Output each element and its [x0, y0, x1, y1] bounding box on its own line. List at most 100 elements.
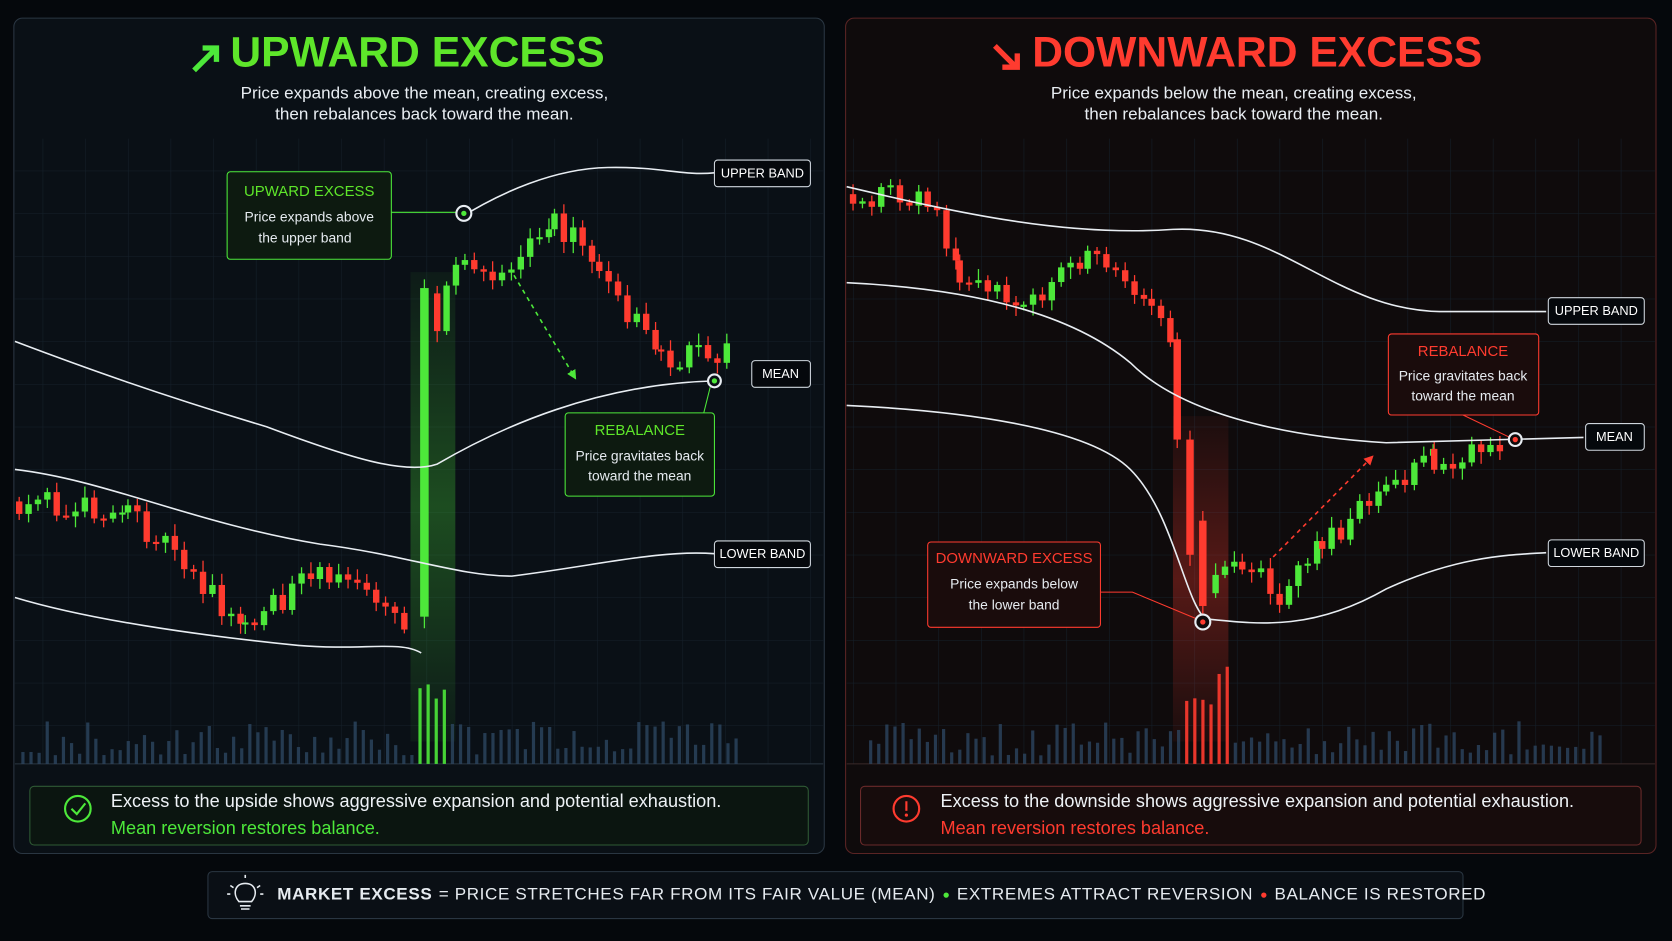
volume-bar: [653, 726, 657, 764]
candle-body: [545, 229, 553, 238]
candle-body: [1468, 444, 1475, 463]
volume-bar: [142, 735, 147, 764]
candle-body: [633, 313, 641, 323]
candle-body: [1365, 500, 1373, 506]
volume-bar: [1549, 745, 1553, 764]
volume-bar: [175, 730, 179, 764]
candle-body: [1221, 566, 1229, 575]
volume-bar: [280, 729, 284, 764]
candle-body: [1212, 574, 1219, 594]
volume-bar: [1557, 746, 1562, 764]
volume-bar: [1598, 735, 1602, 764]
candle-body: [652, 329, 659, 350]
excess-glow: [410, 272, 456, 742]
volume-bar: [304, 752, 309, 764]
candle-body: [1459, 462, 1466, 469]
candle-body: [570, 227, 577, 242]
volume-bar: [1347, 726, 1351, 764]
candle-body: [382, 602, 389, 607]
candle-body: [1140, 294, 1148, 299]
candle-body: [526, 238, 534, 257]
volume-bar: [386, 733, 390, 764]
footer-label: MARKET EXCESS: [277, 885, 432, 904]
volume-bar: [61, 736, 66, 764]
volume-bar: [1152, 739, 1156, 764]
volume-bar: [1533, 745, 1537, 764]
candle-body: [1328, 527, 1335, 549]
volume-bar: [321, 752, 325, 764]
candle-body: [1319, 541, 1326, 549]
volume-bar: [475, 754, 479, 764]
callout-text: toward the mean: [588, 468, 691, 484]
volume-bar: [950, 752, 954, 764]
candle-body: [933, 207, 941, 211]
candle-body: [433, 293, 441, 332]
title: DOWNWARD EXCESS: [1032, 29, 1482, 77]
volume-bar: [1209, 704, 1213, 764]
candle-body: [1048, 282, 1056, 301]
volume-bar: [726, 743, 730, 764]
bulb-icon: [227, 874, 264, 910]
volume-bar: [29, 751, 33, 764]
candle-body: [943, 210, 950, 249]
candle-body: [517, 256, 524, 270]
volume-bar: [734, 738, 738, 764]
volume-bar: [1031, 730, 1035, 764]
candle-body: [1347, 518, 1354, 540]
candle-body: [1257, 568, 1265, 573]
volume-bar: [1201, 699, 1205, 764]
candle-body: [1295, 565, 1302, 586]
volume-bar: [669, 737, 673, 764]
volume-bar: [966, 733, 970, 764]
connector: [1462, 414, 1511, 438]
candle-body: [1012, 302, 1020, 306]
callout-title: DOWNWARD EXCESS: [936, 550, 1093, 567]
candle-body: [72, 511, 79, 517]
candle-body: [1067, 262, 1074, 268]
volume-bar: [1363, 745, 1367, 764]
candle-body: [1231, 561, 1238, 567]
volume-bar: [21, 752, 25, 764]
candle-body: [190, 569, 197, 572]
volume-bar: [1452, 732, 1456, 764]
connector: [1100, 591, 1197, 620]
candle-body: [119, 512, 126, 515]
volume-bar: [467, 726, 471, 764]
candle-body: [579, 227, 586, 246]
candle-body: [100, 518, 107, 521]
candle-body: [1431, 448, 1438, 470]
candle-body: [1093, 250, 1101, 255]
volume-bar: [37, 752, 41, 764]
volume-bar: [1420, 725, 1424, 764]
callout-title: REBALANCE: [1418, 343, 1508, 360]
volume-bar: [1493, 732, 1497, 764]
volume-bar: [1071, 723, 1075, 764]
candle-body: [1411, 462, 1418, 485]
volume-bar: [693, 744, 698, 764]
candle-body: [1167, 318, 1174, 343]
candle-body: [1103, 254, 1110, 268]
volume-bar: [1339, 743, 1343, 764]
volume-bar: [621, 749, 625, 764]
candle-body: [1148, 298, 1155, 306]
volume-bar: [410, 755, 414, 764]
note-highlight: Mean reversion restores balance.: [941, 818, 1210, 838]
volume-bar: [1185, 700, 1189, 764]
volume-bar: [677, 726, 681, 764]
candle-body: [53, 492, 60, 516]
candle-body: [723, 343, 731, 363]
volume-bar: [877, 743, 881, 764]
band-label-box: [1547, 539, 1645, 568]
check-icon: [63, 794, 92, 823]
candle-body: [1199, 520, 1207, 606]
candle-body: [251, 622, 258, 626]
volume-bar: [1314, 754, 1318, 764]
volume-bar: [159, 754, 163, 764]
volume-bar: [337, 748, 341, 764]
candle-body: [657, 349, 665, 352]
volume-bar: [499, 729, 503, 764]
volume-bar: [264, 727, 268, 764]
volume-bar: [1444, 735, 1448, 764]
volume-bar: [1468, 752, 1472, 764]
